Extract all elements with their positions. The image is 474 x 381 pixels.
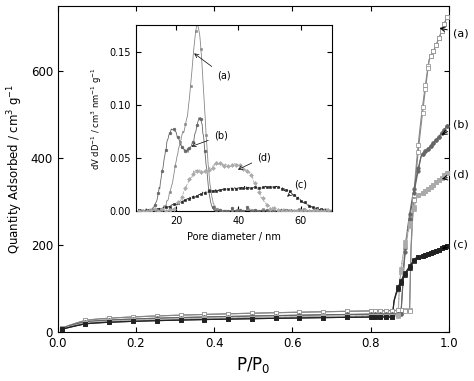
Text: (b): (b) [443,119,469,134]
Text: (c): (c) [443,239,468,250]
Text: (d): (d) [443,170,469,180]
X-axis label: P/P$_0$: P/P$_0$ [236,355,271,375]
Text: (a): (a) [440,27,468,38]
Y-axis label: Quantity Adsorbed / cm$^3$ g$^{-1}$: Quantity Adsorbed / cm$^3$ g$^{-1}$ [6,84,25,254]
